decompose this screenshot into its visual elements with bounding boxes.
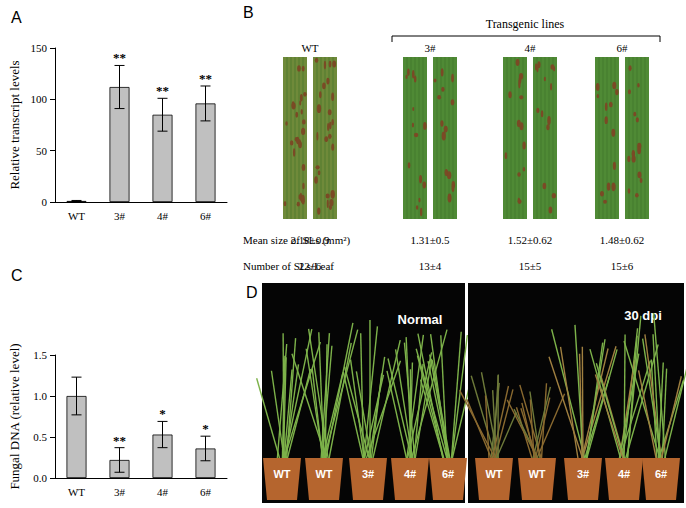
svg-text:WT: WT xyxy=(301,42,318,54)
svg-text:0: 0 xyxy=(42,196,48,208)
svg-text:6#: 6# xyxy=(200,210,212,222)
svg-text:B: B xyxy=(243,4,254,21)
svg-text:*: * xyxy=(159,406,166,421)
svg-text:C: C xyxy=(11,267,23,284)
svg-text:Relative transcript levels: Relative transcript levels xyxy=(7,60,22,189)
svg-text:Number of SLs/Leaf: Number of SLs/Leaf xyxy=(243,260,334,272)
svg-text:3#: 3# xyxy=(114,210,126,222)
svg-text:Normal: Normal xyxy=(398,312,443,327)
svg-text:*: * xyxy=(202,421,209,436)
svg-text:D: D xyxy=(246,284,258,301)
svg-text:4#: 4# xyxy=(404,468,416,480)
svg-text:0.0: 0.0 xyxy=(33,472,47,484)
svg-text:WT: WT xyxy=(528,468,545,480)
svg-text:Transgenic lines: Transgenic lines xyxy=(486,17,565,31)
svg-text:1.31±0.5: 1.31±0.5 xyxy=(410,234,450,246)
svg-text:6#: 6# xyxy=(442,468,454,480)
svg-text:6#: 6# xyxy=(200,486,212,498)
svg-text:30 dpi: 30 dpi xyxy=(624,308,662,323)
svg-text:6#: 6# xyxy=(655,468,667,480)
svg-text:3#: 3# xyxy=(114,486,126,498)
svg-text:WT: WT xyxy=(315,468,332,480)
svg-text:**: ** xyxy=(156,83,169,98)
svg-text:WT: WT xyxy=(273,468,290,480)
svg-text:**: ** xyxy=(199,71,212,86)
svg-text:Mean size of SLs (mm²): Mean size of SLs (mm²) xyxy=(243,234,351,247)
svg-text:50: 50 xyxy=(36,145,48,157)
svg-text:100: 100 xyxy=(31,93,48,105)
svg-text:4#: 4# xyxy=(618,468,630,480)
svg-text:4#: 4# xyxy=(157,210,169,222)
svg-text:3#: 3# xyxy=(362,468,374,480)
svg-text:WT: WT xyxy=(68,210,85,222)
svg-text:A: A xyxy=(11,9,22,26)
svg-text:13±4: 13±4 xyxy=(419,260,442,272)
svg-text:15±6: 15±6 xyxy=(611,260,634,272)
svg-text:15±5: 15±5 xyxy=(519,260,542,272)
svg-text:4#: 4# xyxy=(157,486,169,498)
svg-text:Fungal DNA (relative level): Fungal DNA (relative level) xyxy=(7,343,22,489)
svg-text:6#: 6# xyxy=(617,42,629,54)
svg-text:3#: 3# xyxy=(577,468,589,480)
svg-text:150: 150 xyxy=(31,42,48,54)
svg-text:1.48±0.62: 1.48±0.62 xyxy=(600,234,645,246)
svg-text:1.0: 1.0 xyxy=(33,390,47,402)
svg-text:**: ** xyxy=(113,50,126,65)
svg-text:4#: 4# xyxy=(525,42,537,54)
svg-text:3#: 3# xyxy=(425,42,437,54)
svg-text:1.52±0.62: 1.52±0.62 xyxy=(508,234,553,246)
svg-text:**: ** xyxy=(113,433,126,448)
svg-text:1.5: 1.5 xyxy=(33,349,47,361)
svg-text:0.5: 0.5 xyxy=(33,431,47,443)
svg-text:2.18±0.9: 2.18±0.9 xyxy=(290,234,330,246)
svg-text:22±6: 22±6 xyxy=(299,260,322,272)
svg-text:WT: WT xyxy=(68,486,85,498)
svg-text:WT: WT xyxy=(485,468,502,480)
